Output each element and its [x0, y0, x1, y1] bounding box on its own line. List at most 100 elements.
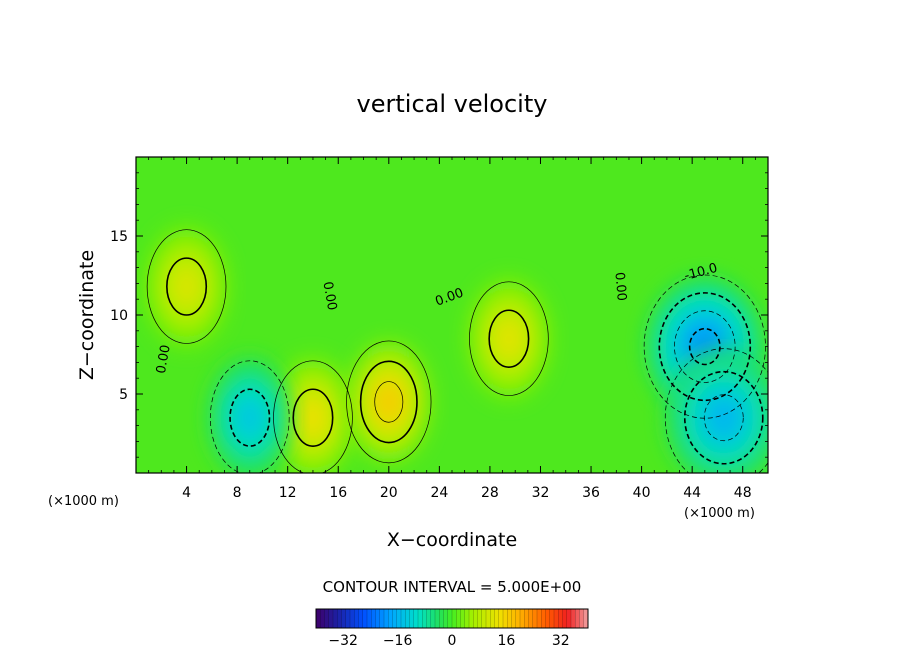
x-tick-label-2: 12	[279, 485, 297, 501]
colorbar-segment-25	[422, 609, 427, 628]
chart-title: vertical velocity	[357, 90, 548, 118]
contour-updraft-0-2	[166, 257, 208, 316]
colorbar-segment-24	[418, 609, 423, 628]
contour-label-1: 0.00	[319, 280, 339, 311]
contour-labels: 0.000.00 0.00 0.00 -10.0	[154, 261, 719, 375]
field-blobs	[143, 224, 768, 473]
colorbar-tick-label-4: 32	[552, 633, 570, 649]
colorbar-segment-49	[524, 609, 529, 628]
x-axis-ticks: 4 8 12 16 20 24 28 32 36 40 44 48	[148, 157, 756, 501]
contour-updraft-2-3	[374, 381, 404, 423]
contour-downdraft-5-2	[658, 292, 752, 402]
colorbar-segment-8	[350, 609, 355, 628]
colorbar-segment-63	[583, 609, 589, 628]
colorbar-segment-14	[375, 609, 381, 628]
x-tick-label-11: 48	[734, 485, 752, 501]
colorbar-segment-22	[409, 609, 415, 628]
colorbar-segment-36	[469, 609, 474, 628]
contour-updraft-1-2	[292, 388, 334, 447]
colorbar-segment-5	[337, 609, 342, 628]
colorbar-segment-33	[456, 609, 461, 628]
colorbar-segment-39	[481, 609, 487, 628]
contour-downdraft-6-2	[683, 370, 764, 465]
colorbar-segment-17	[388, 609, 393, 628]
field-downdraft-6	[664, 347, 768, 473]
contour-downdraft-4-2	[229, 388, 271, 447]
colorbar-segment-51	[532, 609, 538, 628]
x-unit-left: (×1000 m)	[48, 494, 119, 509]
colorbar-segment-13	[371, 609, 376, 628]
colorbar-segment-19	[396, 609, 402, 628]
colorbar-segment-37	[473, 609, 478, 628]
colorbar-tick-label-3: 16	[497, 633, 515, 649]
x-tick-label-3: 16	[329, 485, 347, 501]
colorbar-frame	[315, 608, 589, 629]
colorbar-segment-48	[520, 609, 525, 628]
colorbar-segment-61	[575, 609, 580, 628]
field-downdraft-4	[207, 356, 293, 473]
y-tick-label-1: 10	[110, 308, 128, 324]
colorbar-segment-52	[537, 609, 542, 628]
colorbar-segment-16	[384, 609, 389, 628]
colorbar-tick-label-0: −32	[328, 633, 358, 649]
colorbar-segment-12	[367, 609, 372, 628]
colorbar-segment-15	[379, 609, 385, 628]
colorbar-segment-62	[579, 609, 585, 628]
contour-downdraft-5-3	[674, 310, 736, 383]
contour-downdraft-4-1	[209, 360, 290, 473]
colorbar-segment-58	[562, 609, 568, 628]
contour-interval-text: CONTOUR INTERVAL = 5.000E+00	[323, 578, 582, 596]
colorbar-segment-7	[345, 609, 351, 628]
colorbar-segment-10	[358, 609, 364, 628]
colorbar-segment-41	[490, 609, 495, 628]
y-axis-title: Z−coordinate	[76, 250, 98, 380]
contour-lines	[146, 229, 768, 473]
colorbar-segment-9	[354, 609, 359, 628]
y-tick-label-0: 5	[119, 387, 128, 403]
colorbar-segment-32	[452, 609, 457, 628]
colorbar-segment-30	[443, 609, 449, 628]
y-axis-ticks: 5 10 15	[110, 172, 768, 458]
colorbar-tick-label-1: −16	[383, 633, 413, 649]
colorbar-segment-27	[430, 609, 436, 628]
colorbar-segment-29	[439, 609, 444, 628]
colorbar-segment-23	[413, 609, 419, 628]
colorbar-segment-3	[328, 609, 334, 628]
plot-area: 0.000.00 0.00 0.00 -10.0 4 8 12 16 20 24 28 32 36 40…	[110, 156, 769, 501]
colorbar-segment-6	[341, 609, 347, 628]
colorbar	[315, 608, 589, 629]
x-tick-label-8: 36	[582, 485, 600, 501]
colorbar-segment-26	[426, 609, 432, 628]
x-tick-label-5: 24	[430, 485, 448, 501]
colorbar-ticks: −32 −16 0 16 32	[328, 633, 569, 649]
colorbar-segment-38	[477, 609, 483, 628]
colorbar-segment-42	[494, 609, 500, 628]
x-tick-label-1: 8	[233, 485, 242, 501]
colorbar-segment-60	[571, 609, 576, 628]
x-tick-label-10: 44	[683, 485, 701, 501]
contour-updraft-1-1	[273, 360, 353, 473]
contour-downdraft-6-3	[703, 394, 744, 442]
colorbar-segment-4	[333, 609, 338, 628]
contour-updraft-2-1	[346, 340, 432, 464]
colorbar-segment-0	[316, 609, 321, 628]
colorbar-segment-34	[460, 609, 466, 628]
x-unit-right: (×1000 m)	[684, 506, 755, 521]
field-updraft-2	[346, 340, 432, 464]
colorbar-segment-20	[401, 609, 406, 628]
y-tick-label-2: 15	[110, 229, 128, 245]
colorbar-segment-1	[320, 609, 325, 628]
colorbar-segment-31	[447, 609, 453, 628]
colorbar-segment-47	[515, 609, 521, 628]
colorbar-segment-2	[324, 609, 330, 628]
contour-label-3: 0.00	[611, 271, 628, 301]
colorbar-segment-35	[464, 609, 470, 628]
colorbar-segment-53	[541, 609, 546, 628]
colorbar-segment-18	[392, 609, 398, 628]
colorbar-segment-50	[528, 609, 534, 628]
colorbar-segment-40	[486, 609, 491, 628]
x-tick-label-4: 20	[380, 485, 398, 501]
colorbar-segment-44	[503, 609, 508, 628]
x-tick-label-9: 40	[633, 485, 651, 501]
x-tick-label-6: 28	[481, 485, 499, 501]
